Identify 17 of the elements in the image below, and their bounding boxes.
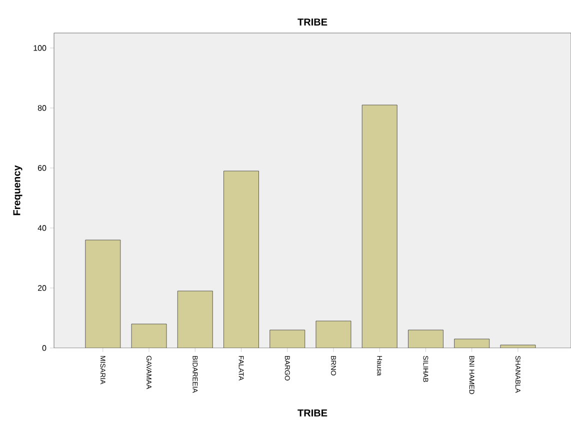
bar: [408, 330, 444, 348]
bar: [85, 240, 120, 348]
bar: [362, 104, 398, 348]
y-axis-title: Frequency: [13, 165, 22, 216]
chart-title: TRIBE: [298, 18, 328, 26]
bar: [270, 330, 305, 348]
y-tick-label: 100: [34, 45, 46, 51]
bar: [178, 290, 213, 348]
y-tick-label: 80: [38, 105, 46, 111]
y-tick-label: 40: [38, 225, 46, 231]
bar: [132, 324, 167, 348]
y-tick-label: 0: [42, 345, 46, 351]
bar: [224, 170, 259, 348]
y-tick-label: 20: [38, 285, 46, 291]
bar: [316, 320, 351, 348]
x-axis-title: TRIBE: [298, 410, 328, 416]
y-tick-label: 60: [38, 165, 46, 171]
